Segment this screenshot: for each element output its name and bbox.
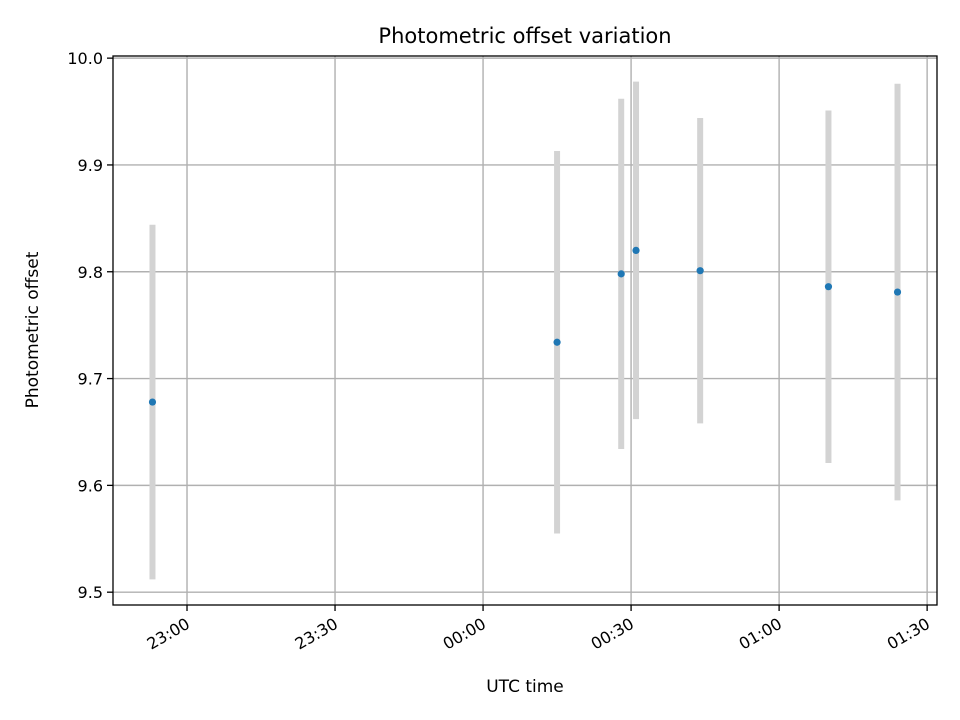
x-axis-label: UTC time (486, 677, 564, 697)
x-tick-label: 23:30 (292, 614, 341, 654)
data-point (617, 270, 625, 278)
error-bars (149, 81, 901, 580)
data-point (632, 246, 640, 254)
x-tick-label: 23:00 (144, 614, 193, 654)
y-tick-label: 9.8 (78, 263, 103, 282)
data-point (696, 267, 704, 275)
plot-frame (112, 55, 938, 606)
data-point (893, 288, 902, 296)
y-tick-label: 9.7 (78, 370, 103, 389)
y-tick-label: 9.5 (78, 583, 103, 602)
x-tick-label: 01:30 (884, 614, 933, 654)
data-points (148, 246, 902, 406)
x-tick-label: 00:30 (588, 614, 637, 654)
grid (113, 56, 937, 605)
y-axis-label: Photometric offset (23, 251, 43, 408)
x-tick-label: 00:00 (440, 614, 489, 654)
data-point (824, 283, 833, 291)
y-tick-label: 9.9 (78, 156, 103, 175)
x-tick-label: 01:00 (736, 614, 785, 654)
chart-title: Photometric offset variation (378, 24, 671, 48)
y-tick-label: 10.0 (67, 49, 103, 68)
data-point (553, 338, 561, 346)
data-point (148, 398, 157, 406)
y-tick-label: 9.6 (78, 476, 103, 495)
ticks: 23:00 23:30 00:00 00:30 01:00 01:30 9.5 9.6 9.7 9… (67, 49, 933, 653)
